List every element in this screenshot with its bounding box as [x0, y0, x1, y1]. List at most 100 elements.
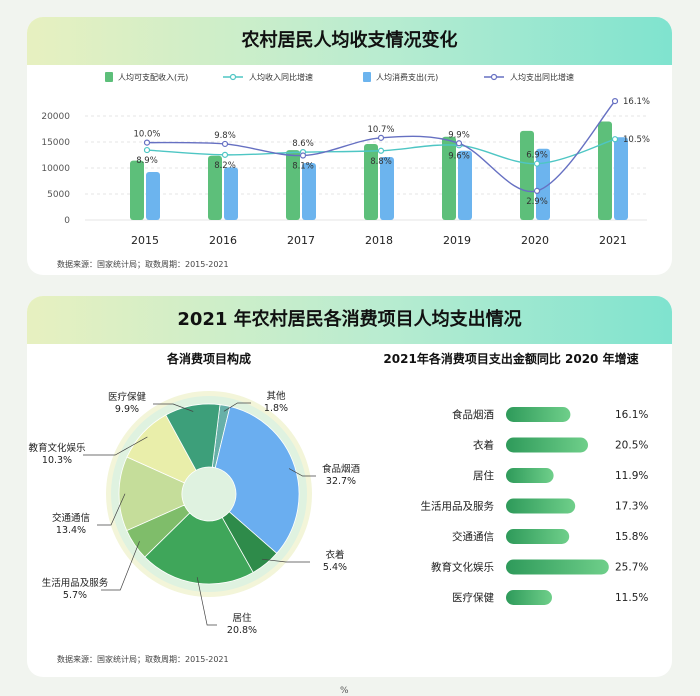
expense-bar	[536, 148, 550, 220]
hbar	[506, 498, 576, 514]
hbar-category-label: 食品烟酒	[452, 408, 494, 421]
y-tick-label: 10000	[41, 164, 70, 174]
hbar-value-label: 17.3%	[615, 501, 648, 513]
x-tick-label: 2020	[521, 234, 549, 247]
income-bar	[208, 155, 222, 220]
pie-category-label: 居住	[232, 612, 252, 624]
x-tick-label: 2016	[209, 234, 237, 247]
expense-bar	[224, 167, 238, 220]
expense-growth-point	[221, 140, 229, 148]
legend-marker	[490, 73, 498, 81]
section2-source: 数据来源：国家统计局；取数周期：2015-2021	[57, 655, 229, 664]
pie-leader-line	[223, 402, 251, 412]
pie-slice	[165, 403, 221, 471]
income-growth-point	[611, 136, 619, 143]
income-bar	[364, 143, 378, 220]
hbar-value-label: 16.1%	[615, 409, 648, 421]
pie-leader-line	[196, 577, 217, 626]
pie-value-label: 20.8%	[227, 625, 257, 636]
legend-item-1: 人均可支配收入(元)	[105, 72, 188, 82]
x-tick-label: 2015	[131, 234, 159, 247]
hbar-category-label: 医疗保健	[452, 591, 494, 604]
section2-title: 2021 年农村居民各消费项目人均支出情况	[177, 309, 522, 330]
pie-leader-line	[153, 403, 194, 412]
hbar-value-label: 15.8%	[615, 531, 648, 543]
expense-growth-point	[143, 139, 151, 146]
hbar	[506, 559, 609, 575]
consumption-card: 2021 年农村居民各消费项目人均支出情况 各消费项目构成 2021年各消费项目支…	[27, 296, 672, 677]
expense-growth-label: 9.8%	[214, 131, 236, 141]
hbar-category-label: 教育文化娱乐	[431, 561, 494, 574]
pie-value-label: 13.4%	[56, 525, 86, 536]
income-bar	[130, 160, 144, 220]
expense-growth-point	[377, 134, 385, 141]
x-tick-label: 2017	[287, 234, 315, 247]
pie-category-label: 医疗保健	[108, 391, 147, 403]
hbar-value-label: 11.9%	[615, 470, 648, 482]
legend-label: 人均支出同比增速	[510, 72, 574, 82]
income-expense-card: 农村居民人均收支情况变化 人均可支配收入(元) 人均收入同比增速 人均消费支出(元)…	[27, 17, 672, 275]
expense-growth-point	[533, 187, 541, 194]
income-bar	[520, 130, 534, 220]
expense-bar	[614, 137, 628, 220]
pie-category-label: 教育文化娱乐	[28, 442, 86, 454]
income-growth-label: 8.2%	[214, 161, 236, 171]
hbar-value-label: 20.5%	[615, 440, 648, 452]
income-growth-point	[533, 160, 541, 167]
expense-bar	[380, 156, 394, 220]
pie-title: 各消费项目构成	[166, 351, 251, 366]
hbar-category-label: 衣着	[473, 439, 494, 452]
hbar-category-label: 居住	[473, 469, 494, 482]
expense-bar	[146, 172, 160, 220]
pie-leader-line	[101, 541, 140, 591]
income-bar	[286, 150, 300, 220]
y-tick-label: 5000	[47, 190, 70, 200]
income-growth-label: 10.5%	[623, 135, 650, 145]
pie-value-label: 5.4%	[323, 562, 347, 573]
expense-growth-label: 10.7%	[367, 125, 394, 135]
expense-growth-label: 8.1%	[292, 162, 314, 172]
income-expense-chart: 人均可支配收入(元) 人均收入同比增速 人均消费支出(元) 人均支出同比增速 0 5000…	[41, 72, 650, 247]
hbar-value-label: 11.5%	[615, 592, 648, 604]
legend-swatch	[363, 72, 371, 82]
hbar	[506, 407, 571, 422]
expense-growth-label: 16.1%	[623, 97, 650, 107]
pie-category-label: 食品烟酒	[322, 463, 361, 475]
expense-growth-label: 9.9%	[448, 130, 470, 140]
income-growth-label: 8.6%	[292, 139, 314, 149]
expense-growth-label: 2.9%	[526, 197, 548, 207]
pie-leader-line	[288, 468, 316, 477]
y-tick-label: 15000	[41, 138, 70, 148]
pie-leader-line	[97, 493, 126, 526]
x-tick-label: 2018	[365, 234, 393, 247]
pie-category-label: 交通通信	[52, 512, 90, 524]
section1-source: 数据来源：国家统计局；取数周期：2015-2021	[57, 260, 229, 269]
pie-leader-line	[83, 436, 148, 456]
expense-bar	[458, 150, 472, 220]
income-growth-label: 6.9%	[526, 151, 548, 161]
bar-chart-title: 2021年各消费项目支出金额同比 2020 年增速	[383, 351, 638, 366]
legend-label: 人均可支配收入(元)	[118, 72, 188, 82]
hbar	[506, 437, 588, 453]
legend-label: 人均收入同比增速	[249, 72, 313, 82]
hbar-category-label: 生活用品及服务	[421, 500, 495, 513]
pie-leader-line	[261, 558, 310, 563]
income-bar	[442, 136, 456, 220]
pie-value-label: 10.3%	[42, 455, 72, 466]
pie-slice	[214, 405, 300, 554]
income-growth-point	[143, 146, 151, 154]
hbar	[506, 590, 552, 605]
pie-category-label: 生活用品及服务	[42, 577, 109, 589]
pie-value-label: 1.8%	[264, 403, 288, 414]
income-growth-label: 8.9%	[136, 156, 158, 166]
legend-swatch	[105, 72, 113, 82]
expense-growth-point	[455, 140, 463, 147]
pie-value-label: 9.9%	[115, 404, 139, 415]
section1-title: 农村居民人均收支情况变化	[241, 30, 458, 51]
hbar	[506, 468, 554, 483]
legend-label: 人均消费支出(元)	[376, 72, 438, 82]
section1-banner	[27, 17, 672, 65]
x-tick-label: 2019	[443, 234, 471, 247]
expense-growth-point	[611, 98, 619, 105]
